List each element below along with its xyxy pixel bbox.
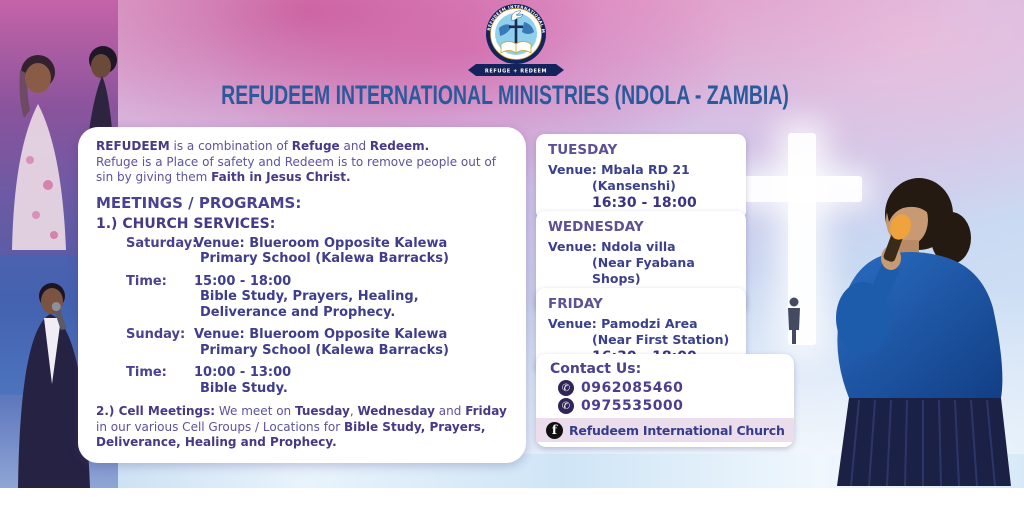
schedule-line: 10:00 - 13:00 bbox=[194, 365, 292, 380]
schedule-line: 15:00 - 18:00 bbox=[194, 273, 292, 289]
venue-line: (Near Fyabana Shops) bbox=[592, 255, 695, 286]
venue-line: (Kansenshi) bbox=[592, 178, 676, 193]
church-services-heading: 1.) CHURCH SERVICES: bbox=[96, 215, 276, 232]
service-schedule: Saturday: Venue: Blueroom Opposite Kalew… bbox=[126, 236, 508, 397]
intro-line-1: REFUDEEM is a combination of Refuge and … bbox=[96, 139, 430, 153]
day-name: TUESDAY bbox=[548, 142, 618, 158]
venue-line: Venue: Ndola villa bbox=[548, 239, 676, 254]
schedule-row-saturday: Saturday: Venue: Blueroom Opposite Kalew… bbox=[126, 236, 508, 267]
phone-icon: ✆ bbox=[558, 398, 574, 414]
schedule-line: Primary School (Kalewa Barracks) bbox=[200, 342, 449, 358]
day-name: WEDNESDAY bbox=[548, 219, 644, 235]
facebook-page-name: Refudeem International Church bbox=[569, 422, 785, 438]
schedule-row-sunday-time: Time: 10:00 - 13:00 Bible Study. bbox=[126, 365, 508, 396]
cell-meetings-line-1: 2.) Cell Meetings: We meet on Tuesday, W… bbox=[96, 404, 507, 418]
intro-line-3: sin by giving them Faith in Jesus Christ… bbox=[96, 170, 351, 184]
ministry-logo: REFUDEEM INTERNATIONAL MINISTRIES REFUGE… bbox=[466, 2, 564, 76]
cell-meetings-line-3: Deliverance, Healing and Prophecy. bbox=[96, 435, 337, 449]
facebook-bar: f Refudeem International Church bbox=[536, 418, 794, 442]
schedule-line: Bible Study, Prayers, Healing, bbox=[200, 289, 419, 304]
info-card: REFUDEEM is a combination of Refuge and … bbox=[78, 127, 526, 463]
intro-line-2: Refuge is a Place of safety and Redeem i… bbox=[96, 154, 496, 169]
bottom-white-band bbox=[0, 488, 1024, 512]
silhouette-person-at-cross bbox=[788, 297, 800, 344]
venue-line: (Near First Station) bbox=[592, 332, 730, 347]
whatsapp-icon: ✆ bbox=[558, 380, 574, 396]
dove-icon bbox=[510, 10, 524, 21]
schedule-line: Bible Study. bbox=[200, 380, 288, 396]
day-card-tuesday: TUESDAY Venue: Mbala RD 21 (Kansenshi) 1… bbox=[536, 134, 746, 220]
schedule-line: Venue: Blueroom Opposite Kalewa bbox=[194, 235, 448, 251]
cell-meetings-line-2: in our various Cell Groups / Locations f… bbox=[96, 419, 486, 434]
schedule-label: Saturday: bbox=[126, 235, 198, 251]
schedule-label: Sunday: bbox=[126, 327, 186, 342]
contact-panel: Contact Us: ✆ 0962085460 ✆ 0975535000 f … bbox=[536, 354, 794, 447]
schedule-line: Deliverance and Prophecy. bbox=[200, 304, 396, 320]
phone-row: ✆ 0962085460 bbox=[558, 380, 794, 396]
phone-number: 0962085460 bbox=[581, 380, 684, 396]
schedule-line: Venue: Blueroom Opposite Kalewa bbox=[194, 327, 448, 342]
day-name: FRIDAY bbox=[548, 296, 603, 312]
schedule-row-saturday-time: Time: 15:00 - 18:00 Bible Study, Prayers… bbox=[126, 274, 508, 321]
page-title: REFUDEEM INTERNATIONAL MINISTRIES (NDOLA… bbox=[221, 80, 789, 110]
phone-number: 0975535000 bbox=[581, 398, 684, 414]
schedule-label: Time: bbox=[126, 365, 167, 380]
preacher-woman-photo bbox=[836, 178, 1011, 486]
facebook-icon: f bbox=[546, 421, 563, 439]
phone-row: ✆ 0975535000 bbox=[558, 398, 794, 414]
meetings-programs-heading: MEETINGS / PROGRAMS: bbox=[96, 193, 302, 212]
schedule-row-sunday: Sunday: Venue: Blueroom Opposite Kalewa … bbox=[126, 327, 508, 358]
venue-line: Venue: Pamodzi Area bbox=[548, 316, 698, 331]
schedule-label: Time: bbox=[126, 273, 167, 289]
contact-heading: Contact Us: bbox=[550, 361, 642, 377]
logo-ribbon-text: REFUGE + REDEEM bbox=[485, 69, 547, 75]
intro-paragraph: REFUDEEM is a combination of Refuge and … bbox=[96, 139, 508, 186]
meeting-time: 16:30 - 18:00 bbox=[592, 195, 697, 211]
venue-line: Venue: Mbala RD 21 bbox=[548, 162, 690, 177]
left-photo-collage bbox=[0, 0, 118, 488]
schedule-line: Primary School (Kalewa Barracks) bbox=[200, 251, 449, 266]
cell-meetings-paragraph: 2.) Cell Meetings: We meet on Tuesday, W… bbox=[96, 404, 508, 451]
